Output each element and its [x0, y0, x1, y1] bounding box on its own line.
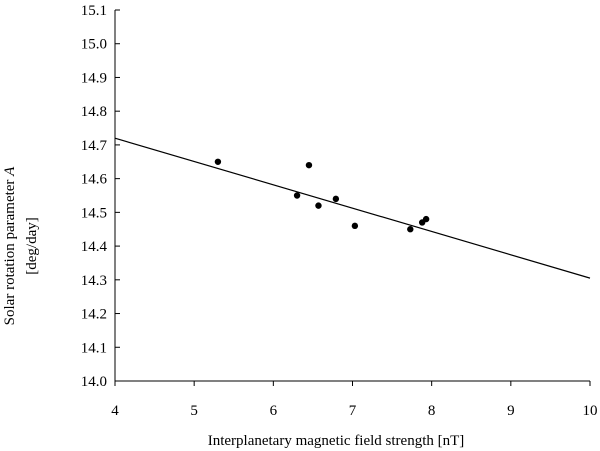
y-tick-label: 14.7 — [81, 138, 108, 154]
y-tick-label: 15.1 — [81, 3, 107, 19]
x-tick-label: 7 — [349, 403, 357, 419]
y-tick-label: 14.1 — [81, 340, 107, 356]
y-tick-label: 15.0 — [81, 37, 107, 53]
x-tick-label: 4 — [111, 403, 119, 419]
axes — [114, 9, 591, 386]
y-axis-label-line2: [deg/day] — [24, 217, 40, 274]
x-tick-label: 5 — [190, 403, 198, 419]
x-tick-label: 10 — [583, 403, 598, 419]
y-tick-label: 14.8 — [81, 104, 107, 120]
data-point — [315, 202, 322, 209]
y-tick-label: 14.9 — [81, 70, 107, 86]
y-axis-label-symbol: A — [2, 166, 18, 177]
data-point — [332, 195, 340, 203]
x-tick-label: 9 — [507, 403, 515, 419]
y-axis-label-line1: Solar rotation parameter A — [2, 166, 18, 326]
y-tick-labels: 14.0 14.1 14.2 14.3 14.4 14.5 14.6 14.7 14.8 14.9… — [81, 3, 108, 390]
y-tick-label: 14.4 — [81, 239, 108, 255]
data-point — [214, 158, 222, 165]
data-point — [407, 226, 414, 233]
data-point — [293, 192, 301, 199]
y-tick-label: 14.6 — [81, 172, 108, 188]
y-tick-label: 14.0 — [81, 374, 107, 390]
x-axis-label: Interplanetary magnetic field strength [… — [208, 433, 465, 449]
data-points — [214, 158, 430, 233]
y-tick-label: 14.3 — [81, 273, 107, 289]
x-tick-labels: 4 5 6 7 8 9 10 — [111, 403, 597, 419]
fit-line — [114, 137, 591, 279]
y-axis-label-text: Solar rotation parameter — [2, 180, 18, 326]
y-tick-label: 14.2 — [81, 307, 107, 323]
data-point — [351, 222, 359, 230]
y-tick-label: 14.5 — [81, 205, 107, 221]
x-tick-label: 6 — [270, 403, 278, 419]
data-point — [422, 215, 430, 223]
fit-line-group — [114, 137, 591, 279]
x-tick-label: 8 — [428, 403, 436, 419]
data-point — [305, 161, 313, 169]
